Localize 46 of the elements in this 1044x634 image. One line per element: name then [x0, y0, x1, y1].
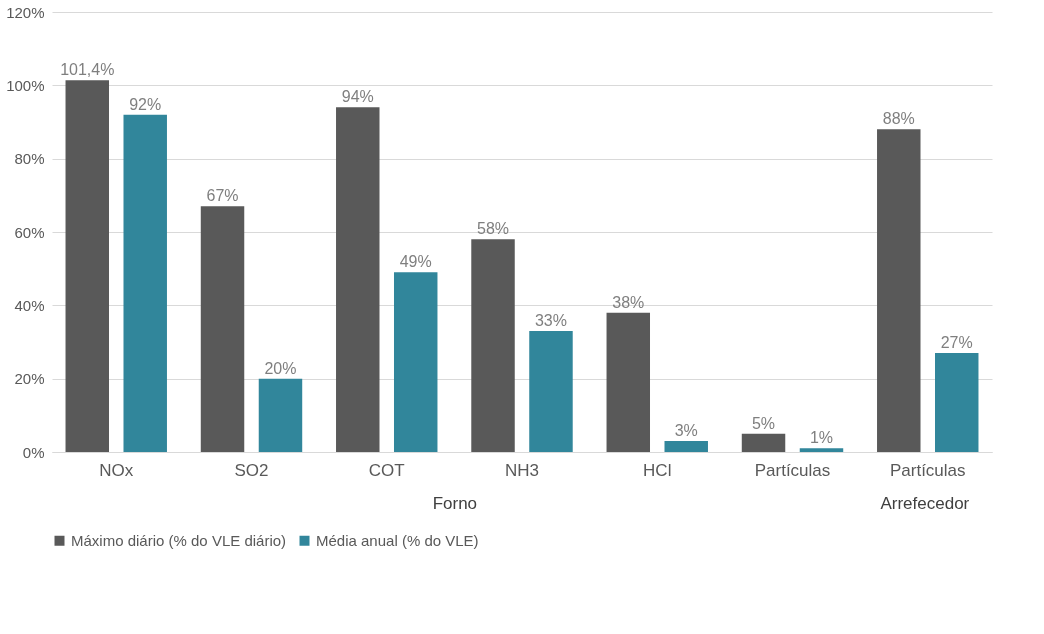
y-tick-label: 120%: [6, 3, 45, 21]
bar: [799, 448, 844, 452]
bar: [258, 378, 303, 452]
x-tick-label: NH3: [504, 460, 540, 480]
data-label: 67%: [206, 187, 239, 205]
text: Forno: [432, 494, 478, 513]
data-label: 49%: [399, 253, 432, 271]
bar: [200, 206, 245, 452]
bar: [65, 80, 109, 452]
data-label: 94%: [341, 88, 374, 106]
data-label: 101,4%: [60, 61, 115, 79]
y-tick-label: 60%: [14, 223, 45, 241]
legend-label: Média anual (% do VLE): [316, 531, 479, 549]
data-label: 38%: [612, 293, 645, 311]
x-tick-label: Partículas: [889, 460, 966, 480]
y-tick-label: 40%: [14, 296, 45, 314]
legend-label: Máximo diário (% do VLE diário): [71, 531, 287, 549]
y-tick-label: 0%: [22, 443, 45, 461]
bar: [336, 107, 380, 452]
data-label: 27%: [940, 334, 973, 351]
bar: [529, 331, 573, 452]
data-label: 88%: [882, 110, 915, 128]
bar: [741, 433, 786, 452]
bar: [123, 114, 167, 452]
data-label: 5%: [751, 414, 776, 432]
text: Arrefecedor: [880, 494, 970, 513]
x-tick-label: COT: [368, 460, 405, 480]
x-tick-label: SO2: [234, 460, 269, 480]
y-tick-label: 80%: [14, 150, 45, 168]
x-tick-label: Partículas: [754, 460, 831, 480]
bar: [877, 129, 921, 452]
x-tick-label: HCl: [643, 460, 672, 480]
data-label: 92%: [129, 95, 162, 113]
y-tick-label: 20%: [14, 370, 45, 388]
bar: [471, 239, 515, 452]
bar: [606, 312, 651, 452]
bar: [393, 272, 438, 452]
data-label: 33%: [534, 312, 567, 329]
data-label: 58%: [477, 220, 510, 238]
x-tick-label: NOx: [99, 460, 134, 480]
bar: [664, 441, 708, 452]
data-label: 1%: [809, 429, 834, 447]
bar: [935, 353, 979, 452]
data-label: 20%: [264, 359, 297, 377]
data-label: 3%: [674, 422, 698, 439]
y-tick-label: 100%: [6, 76, 45, 94]
